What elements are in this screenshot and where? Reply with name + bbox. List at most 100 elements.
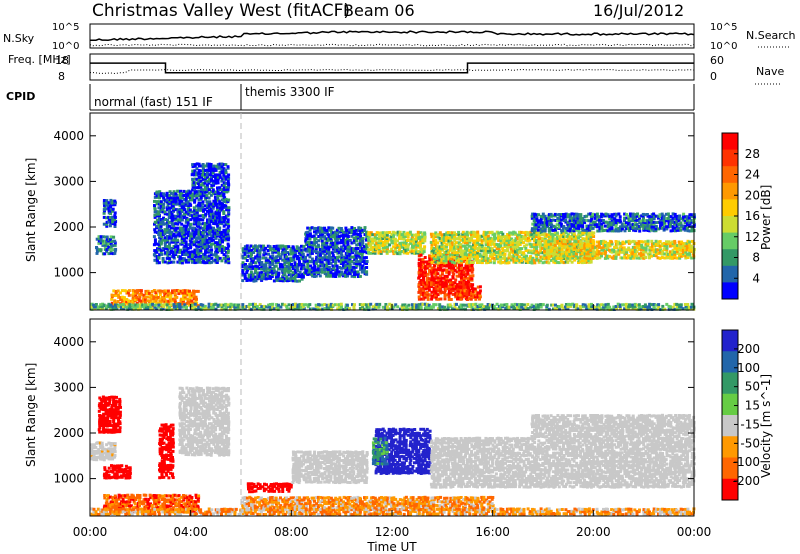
- data-cell: [531, 212, 535, 216]
- data-cell: [484, 250, 488, 254]
- data-cell: [189, 210, 193, 214]
- data-cell: [486, 239, 490, 243]
- data-cell: [321, 233, 325, 237]
- data-cell: [190, 196, 194, 200]
- data-cell: [108, 216, 112, 219]
- data-cell: [463, 289, 467, 293]
- data-cell: [266, 273, 270, 277]
- data-cell: [340, 253, 344, 257]
- data-cell: [350, 226, 354, 230]
- data-cell: [440, 256, 444, 260]
- data-cell: [638, 252, 641, 256]
- data-cell: [684, 256, 688, 260]
- data-cell: [666, 218, 670, 222]
- data-cell: [352, 239, 356, 243]
- data-cell: [341, 258, 345, 262]
- data-cell: [459, 259, 463, 263]
- data-cell: [447, 251, 451, 255]
- data-cell: [216, 173, 220, 177]
- data-cell: [371, 245, 375, 249]
- frequency-panel: Freq. [MHz] 18 8 60 0 Nave: [8, 53, 784, 85]
- data-cell: [197, 218, 201, 222]
- data-cell: [600, 252, 604, 256]
- data-cell: [574, 235, 578, 239]
- data-cell: [534, 235, 538, 239]
- data-cell: [304, 247, 308, 251]
- data-cell: [352, 236, 356, 240]
- data-cell: [262, 251, 266, 255]
- data-cell: [665, 240, 668, 244]
- data-cell: [533, 237, 537, 241]
- data-cell: [222, 181, 226, 185]
- data-cell: [168, 194, 172, 197]
- data-cell: [631, 239, 635, 243]
- data-cell: [306, 226, 310, 230]
- data-cell: [474, 252, 478, 256]
- data-cell: [357, 226, 361, 230]
- data-cell: [187, 255, 191, 259]
- data-cell: [434, 274, 438, 278]
- data-cell: [682, 254, 686, 258]
- data-cell: [561, 226, 565, 230]
- data-cell: [300, 244, 303, 248]
- data-cell: [109, 235, 113, 239]
- data-cell: [205, 261, 209, 265]
- data-cell: [533, 249, 537, 253]
- data-cell: [576, 256, 580, 260]
- data-cell: [523, 257, 526, 261]
- data-cell: [610, 256, 614, 260]
- data-cell: [171, 234, 175, 238]
- data-cell: [541, 229, 545, 233]
- data-cell: [535, 245, 539, 249]
- data-cell: [444, 281, 448, 285]
- data-cell: [524, 257, 528, 261]
- data-cell: [678, 254, 681, 258]
- data-cell: [188, 195, 192, 199]
- data-cell: [358, 252, 362, 256]
- data-cell: [435, 282, 439, 286]
- data-cell: [350, 247, 354, 251]
- data-cell: [214, 258, 218, 262]
- data-cell: [227, 212, 231, 216]
- data-cell: [241, 250, 245, 254]
- data-cell: [209, 228, 213, 232]
- data-cell: [321, 256, 325, 260]
- data-cell: [539, 249, 543, 253]
- data-cell: [632, 228, 636, 232]
- data-cell: [385, 251, 389, 255]
- data-cell: [430, 235, 434, 239]
- data-cell: [530, 214, 534, 218]
- data-cell: [109, 212, 113, 215]
- data-cell: [631, 254, 635, 258]
- data-cell: [658, 256, 662, 260]
- data-cell: [673, 239, 677, 243]
- data-cell: [306, 273, 310, 276]
- data-cell: [300, 251, 304, 255]
- data-cell: [608, 248, 611, 252]
- data-cell: [306, 232, 310, 236]
- data-cell: [440, 255, 444, 259]
- data-cell: [306, 262, 310, 265]
- data-cell: [109, 205, 112, 209]
- data-cell: [264, 277, 268, 281]
- data-cell: [619, 244, 623, 248]
- data-cell: [143, 299, 147, 303]
- data-cell: [422, 250, 426, 254]
- data-cell: [227, 244, 231, 248]
- data-cell: [435, 297, 439, 301]
- data-cell: [206, 204, 209, 208]
- data-cell: [383, 239, 387, 243]
- data-cell: [478, 295, 482, 299]
- data-cell: [451, 292, 455, 296]
- data-cell: [690, 220, 694, 224]
- data-cell: [154, 295, 158, 299]
- data-cell: [346, 268, 350, 272]
- data-cell: [637, 240, 641, 244]
- data-cell: [314, 237, 318, 241]
- data-cell: [337, 236, 341, 240]
- data-cell: [350, 270, 354, 274]
- data-cell: [577, 261, 580, 264]
- data-cell: [398, 233, 402, 237]
- data-cell: [224, 222, 228, 226]
- data-cell: [482, 249, 486, 252]
